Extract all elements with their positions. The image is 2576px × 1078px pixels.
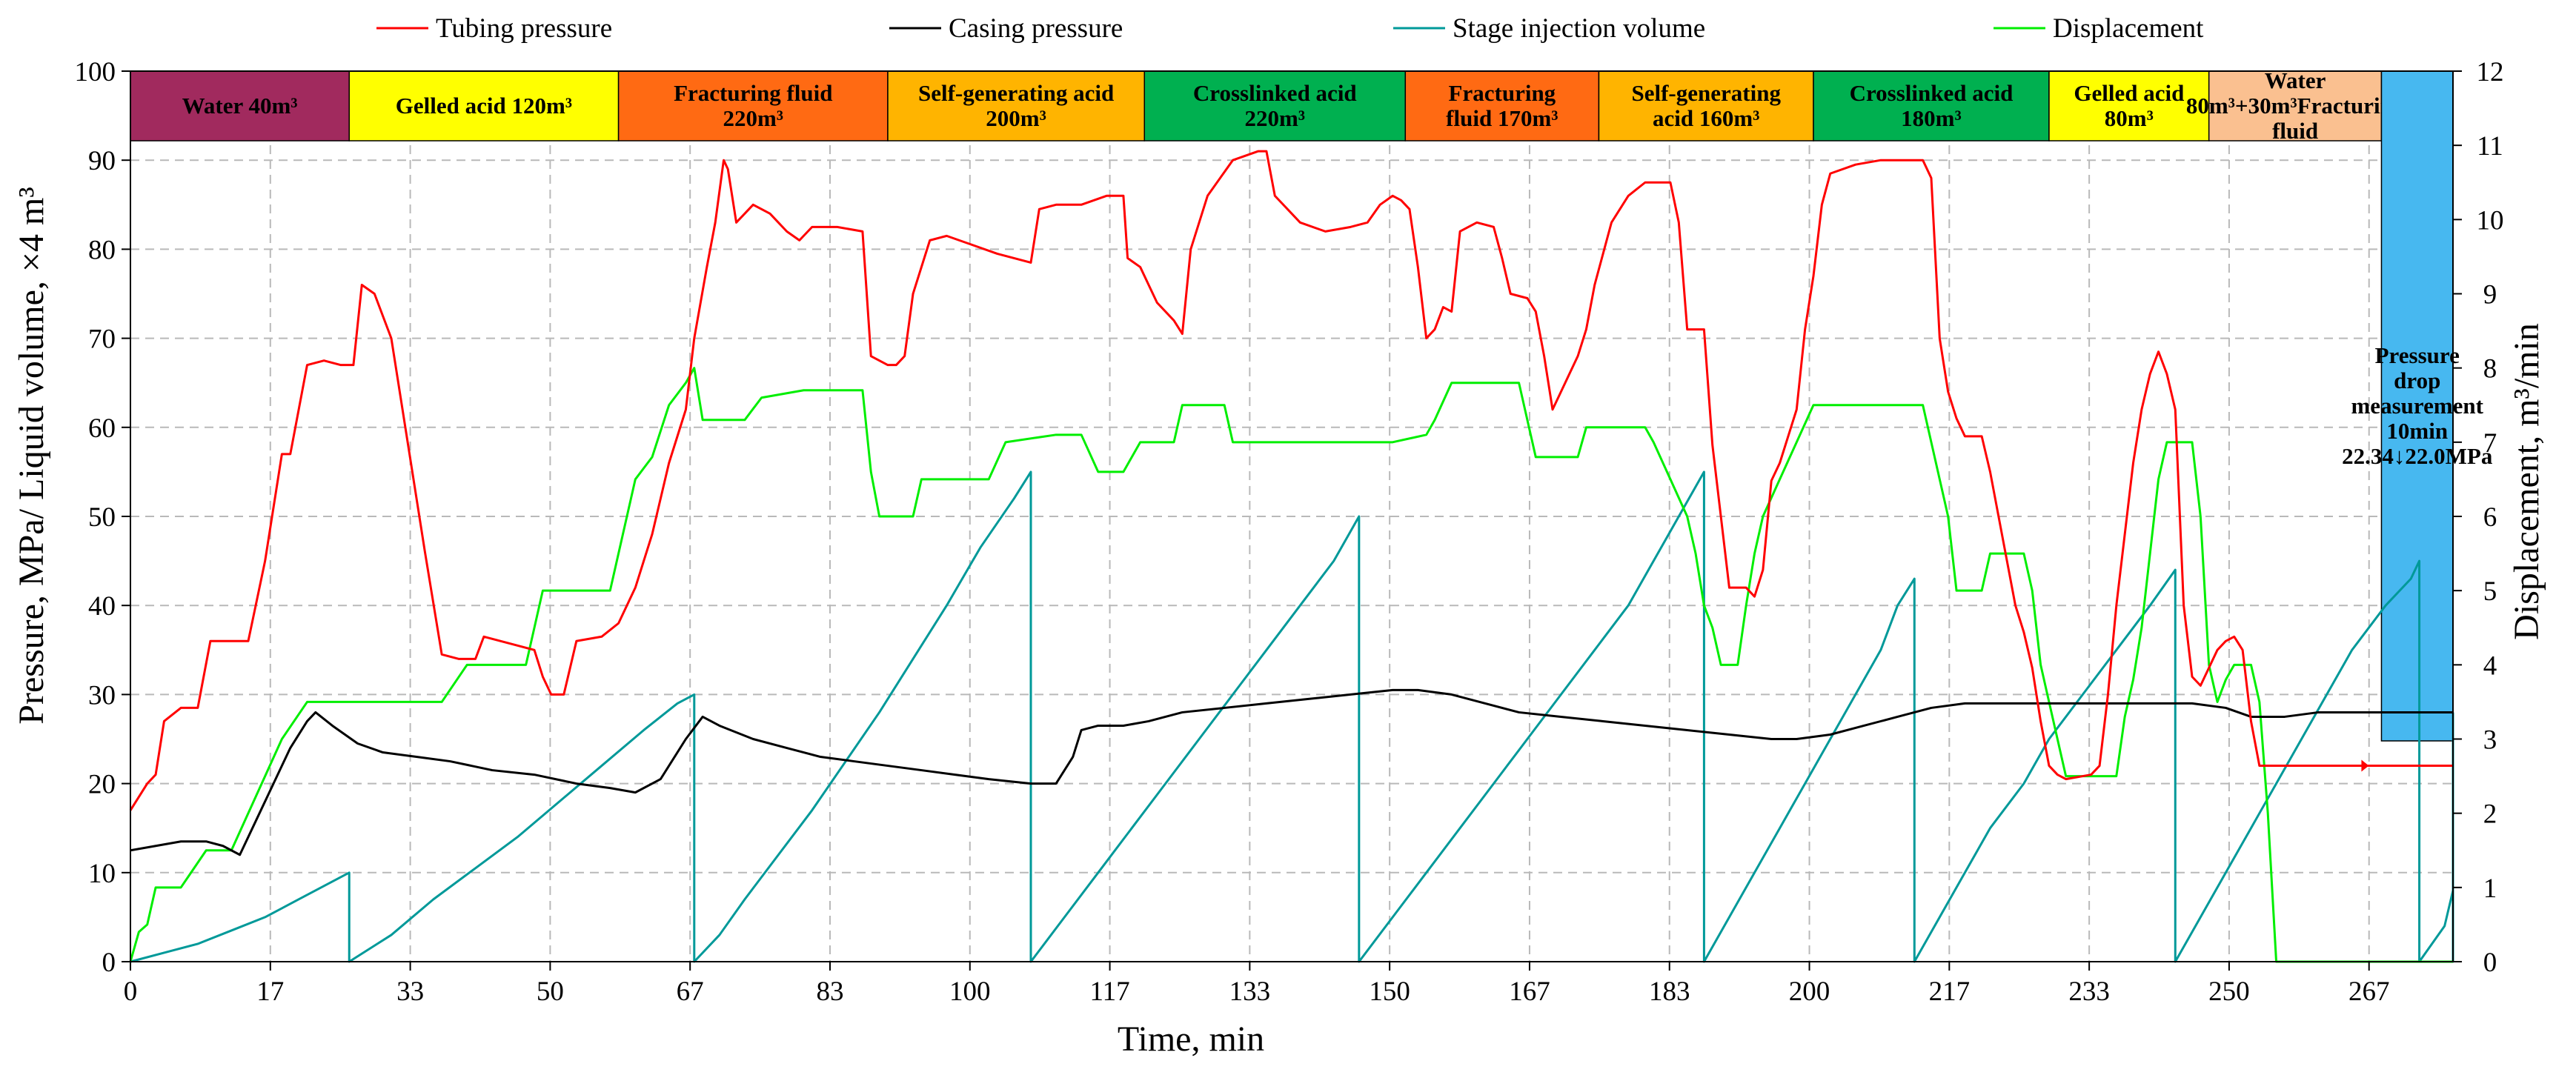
y-right-tick-label: 5 — [2483, 576, 2497, 607]
x-tick-label: 117 — [1089, 976, 1129, 1007]
legend: Tubing pressure Casing pressure Stage in… — [376, 13, 2204, 44]
stage-band-9: Gelled acid 80m³ — [2048, 70, 2210, 142]
series-line-tubing-pressure — [129, 150, 2453, 811]
stage-label: Fracturing fluid 170m³ — [1446, 80, 1558, 131]
stage-bands: Water 40m³ Gelled acid 120m³ Fracturing fl… — [130, 67, 2493, 742]
x-tick-label: 50 — [537, 976, 564, 1007]
stage-band-5: Crosslinked acid 220m³ — [1143, 70, 1407, 142]
y-right-tick-label: 6 — [2483, 502, 2497, 533]
tubing-pressure-end-marker — [2361, 759, 2369, 772]
y-left-tick-label: 20 — [88, 770, 116, 800]
x-tick-label: 233 — [2068, 976, 2110, 1007]
x-tick-label: 183 — [1649, 976, 1690, 1007]
stage-label: Fracturing fluid 220m³ — [674, 80, 832, 131]
x-tick-label: 150 — [1369, 976, 1410, 1007]
stage-band-11: Pressure drop measurement 10min 22.34↓22.0MP… — [2342, 70, 2493, 742]
x-axis-title: Time, min — [1118, 1019, 1264, 1059]
stage-band-2: Gelled acid 120m³ — [348, 70, 620, 142]
series-layer — [129, 150, 2454, 963]
x-tick-label: 167 — [1509, 976, 1550, 1007]
y-right-tick-label: 8 — [2483, 354, 2497, 385]
x-axis: 0 17 33 50 67 83 100 117 133 150 167 183 200 217 233 25… — [124, 962, 2390, 1007]
stage-label: Crosslinked acid 220m³ — [1193, 80, 1357, 131]
y-left-tick-label: 100 — [75, 57, 116, 87]
y-left-tick-label: 40 — [88, 591, 116, 622]
stage-band-fill — [348, 70, 620, 142]
legend-item-casing-pressure: Casing pressure — [889, 13, 1123, 44]
y-axis-left-title: Pressure, MPa/ Liquid volume, ×4 m³ — [12, 187, 51, 724]
stage-label: Gelled acid 120m³ — [396, 93, 572, 119]
series-line-stage-injection-volume — [130, 470, 2454, 963]
stage-band-1: Water 40m³ — [130, 70, 350, 142]
legend-item-stage-injection-volume: Stage injection volume — [1393, 13, 1705, 44]
legend-label-tubing-pressure: Tubing pressure — [436, 13, 612, 44]
stage-label: Gelled acid 80m³ — [2074, 80, 2184, 131]
stage-band-fill — [130, 70, 350, 142]
y-right-tick-label: 0 — [2483, 948, 2497, 978]
y-left-tick-label: 0 — [102, 948, 116, 978]
gridlines — [130, 71, 2453, 962]
y-left-tick-label: 70 — [88, 325, 116, 355]
legend-item-displacement: Displacement — [1994, 13, 2204, 44]
legend-label-displacement: Displacement — [2053, 13, 2204, 44]
stage-band-7: Self-generating acid 160m³ — [1598, 70, 1814, 142]
y-right-tick-label: 9 — [2483, 280, 2497, 310]
y-right-tick-label: 11 — [2477, 131, 2503, 162]
y-right-tick-label: 12 — [2477, 57, 2504, 87]
y-axis-right-title: Displacement, m³/min — [2507, 323, 2546, 640]
stage-band-3: Fracturing fluid 220m³ — [617, 70, 889, 142]
stage-label: Crosslinked acid 180m³ — [1850, 80, 2014, 131]
y-left-tick-label: 50 — [88, 502, 116, 533]
stage-label: Pressure drop measurement 10min 22.34↓22.0MP… — [2342, 342, 2493, 469]
y-right-tick-label: 2 — [2483, 799, 2497, 830]
y-left-tick-label: 30 — [88, 680, 116, 711]
x-tick-label: 17 — [256, 976, 284, 1007]
x-tick-label: 33 — [396, 976, 424, 1007]
y-left-tick-label: 10 — [88, 859, 116, 889]
x-tick-label: 0 — [124, 976, 138, 1007]
x-tick-label: 200 — [1789, 976, 1830, 1007]
stage-band-fill — [1404, 70, 1600, 142]
x-tick-label: 250 — [2208, 976, 2250, 1007]
stage-band-4: Self-generating acid 200m³ — [887, 70, 1146, 142]
stage-band-fill — [1813, 70, 2050, 142]
stage-band-fill — [2380, 70, 2454, 742]
stage-label: Self-generating acid 200m³ — [918, 80, 1114, 131]
y-left-tick-label: 80 — [88, 235, 116, 265]
series-line-casing-pressure — [130, 688, 2453, 856]
stage-band-8: Crosslinked acid 180m³ — [1813, 70, 2050, 142]
x-tick-label: 83 — [816, 976, 843, 1007]
y-right-tick-label: 10 — [2477, 205, 2504, 236]
x-tick-label: 217 — [1929, 976, 1971, 1007]
y-left-tick-label: 60 — [88, 413, 116, 444]
y-right-tick-label: 1 — [2483, 874, 2497, 904]
legend-label-casing-pressure: Casing pressure — [949, 13, 1123, 44]
stage-band-fill — [617, 70, 889, 142]
stage-band-fill — [1143, 70, 1407, 142]
stage-label: Self-generating acid 160m³ — [1632, 80, 1782, 131]
y-axis-left: 0 10 20 30 40 50 60 70 80 90 100 — [75, 57, 130, 978]
y-right-tick-label: 3 — [2483, 725, 2497, 756]
y-right-tick-label: 4 — [2483, 651, 2497, 681]
stage-band-10: Water 80m³+30m³Fracturing fluid — [2186, 67, 2405, 144]
stage-band-fill — [887, 70, 1146, 142]
legend-item-tubing-pressure: Tubing pressure — [376, 13, 612, 44]
stage-band-fill — [2048, 70, 2210, 142]
x-tick-label: 133 — [1229, 976, 1271, 1007]
x-tick-label: 67 — [677, 976, 704, 1007]
stage-label: Water 40m³ — [182, 93, 298, 119]
y-right-tick-label: 7 — [2483, 428, 2497, 459]
stage-band-6: Fracturing fluid 170m³ — [1404, 70, 1600, 142]
x-tick-label: 100 — [949, 976, 991, 1007]
stage-band-fill — [2208, 70, 2383, 142]
legend-label-stage-injection-volume: Stage injection volume — [1453, 13, 1705, 44]
y-left-tick-label: 90 — [88, 146, 116, 176]
x-tick-label: 267 — [2348, 976, 2390, 1007]
series-line-displacement — [129, 367, 2453, 963]
